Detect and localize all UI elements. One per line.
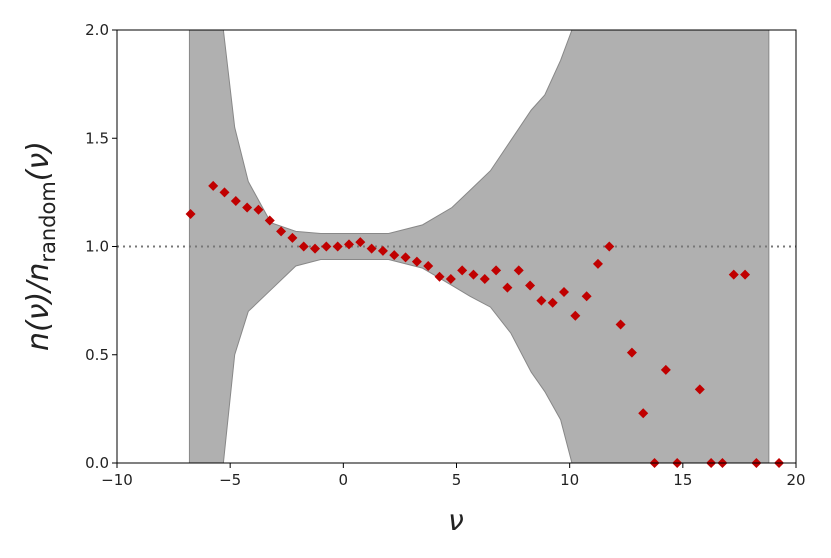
data-point (253, 204, 264, 215)
data-point (276, 226, 287, 237)
data-point (604, 241, 615, 252)
y-label-end: (ν) (21, 141, 56, 181)
data-point (242, 202, 253, 213)
data-point (298, 241, 309, 252)
data-point (728, 269, 739, 280)
x-tick-label: 15 (673, 471, 692, 489)
data-point (411, 256, 422, 267)
data-point (208, 180, 219, 191)
data-point (615, 319, 626, 330)
y-tick-label: 2.0 (85, 21, 109, 39)
data-point (219, 187, 230, 198)
data-point (660, 364, 671, 375)
data-point (502, 282, 513, 293)
data-point (592, 258, 603, 269)
data-point (287, 232, 298, 243)
data-point (468, 269, 479, 280)
data-point (740, 269, 751, 280)
data-point (479, 273, 490, 284)
data-point (491, 265, 502, 276)
data-point (355, 237, 366, 248)
data-point (570, 310, 581, 321)
x-tick-label: 0 (339, 471, 349, 489)
x-tick-label: 5 (452, 471, 462, 489)
data-point (445, 273, 456, 284)
data-point (638, 408, 649, 419)
data-point (581, 291, 592, 302)
data-point (547, 297, 558, 308)
y-label-main: n(ν)/n (21, 263, 56, 351)
y-tick-label: 0.0 (85, 454, 109, 472)
data-point (343, 239, 354, 250)
data-point (321, 241, 332, 252)
data-point (400, 252, 411, 263)
data-point (694, 384, 705, 395)
y-label-sub: random (36, 181, 60, 262)
data-point (310, 243, 321, 254)
data-point (525, 280, 536, 291)
y-tick-label: 1.0 (85, 238, 109, 256)
x-tick-label: 10 (560, 471, 579, 489)
y-tick-label: 0.5 (85, 346, 109, 364)
data-point (434, 271, 445, 282)
x-tick-label: −10 (101, 471, 133, 489)
x-tick-label: 20 (786, 471, 805, 489)
data-point (332, 241, 343, 252)
data-point (230, 196, 241, 207)
data-point (626, 347, 637, 358)
x-axis-label: ν (448, 504, 464, 537)
x-tick-label: −5 (219, 471, 241, 489)
data-point (536, 295, 547, 306)
data-point (366, 243, 377, 254)
data-point (264, 215, 275, 226)
data-point (389, 250, 400, 261)
data-point (513, 265, 524, 276)
y-axis-label: n(ν)/nrandom(ν) (21, 141, 60, 351)
data-point (185, 209, 196, 220)
y-tick-label: 1.5 (85, 129, 109, 147)
data-point (457, 265, 468, 276)
data-point (423, 260, 434, 271)
data-point (377, 245, 388, 256)
data-point (559, 286, 570, 297)
